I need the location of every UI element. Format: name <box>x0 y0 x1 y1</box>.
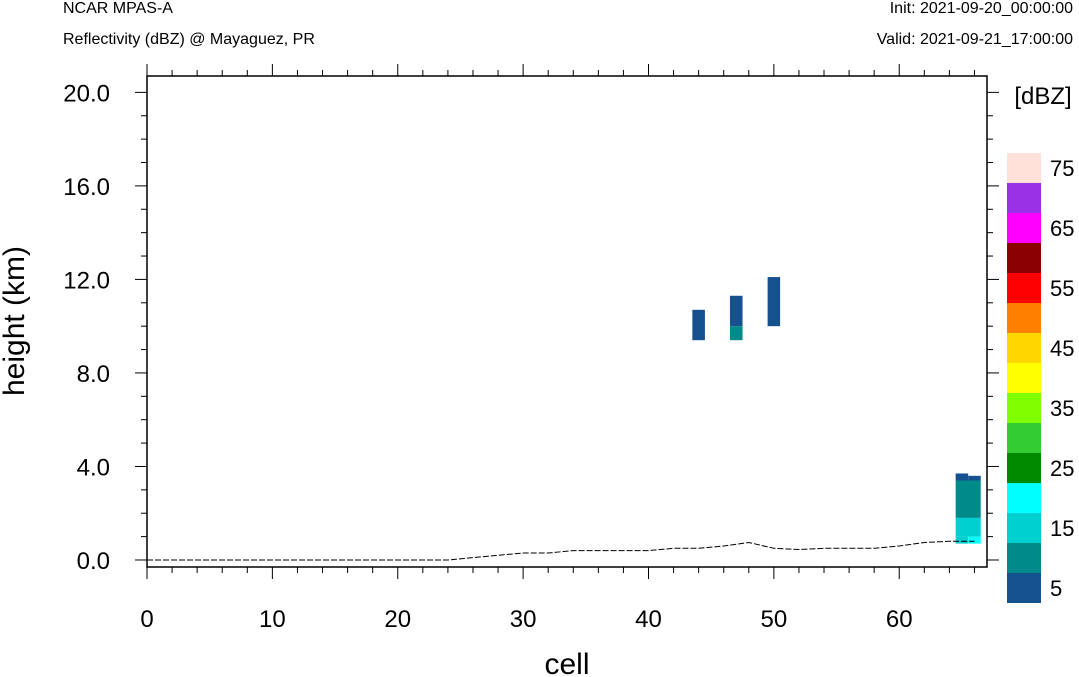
x-tick-label: 30 <box>510 606 537 633</box>
reflectivity-cell <box>729 326 743 341</box>
colorbar-label: 55 <box>1050 276 1074 301</box>
colorbar-swatch <box>1007 453 1041 483</box>
terrain-line <box>147 540 975 561</box>
axis-ticks <box>135 64 999 579</box>
colorbar: 5 15 25 35 45 55 65 75 <box>1007 153 1074 603</box>
y-tick-label: 4.0 <box>77 454 110 481</box>
colorbar-swatch <box>1007 333 1041 363</box>
reflectivity-cell <box>955 473 969 481</box>
reflectivity-cell <box>955 480 981 518</box>
colorbar-label: 15 <box>1050 516 1074 541</box>
y-tick-label: 12.0 <box>63 267 110 294</box>
y-tick-label: 20.0 <box>63 80 110 107</box>
colorbar-swatch <box>1007 513 1041 543</box>
colorbar-swatch <box>1007 183 1041 213</box>
y-tick-label: 16.0 <box>63 174 110 201</box>
x-tick-label: 60 <box>886 606 913 633</box>
colorbar-swatch <box>1007 423 1041 453</box>
x-axis-label: cell <box>544 648 589 677</box>
reflectivity-cell <box>968 475 981 481</box>
colorbar-swatch <box>1007 243 1041 273</box>
model-title: NCAR MPAS-A <box>63 0 173 17</box>
colorbar-swatch <box>1007 393 1041 423</box>
y-tick-labels: 0.0 4.0 8.0 12.0 16.0 20.0 <box>63 80 110 575</box>
terrain-layer <box>147 540 975 561</box>
colorbar-swatch <box>1007 363 1041 393</box>
colorbar-label: 65 <box>1050 216 1074 241</box>
x-tick-label: 0 <box>140 606 153 633</box>
colorbar-swatch <box>1007 213 1041 243</box>
y-tick-label: 0.0 <box>77 548 110 575</box>
reflectivity-cell <box>955 536 969 544</box>
reflectivity-cell <box>729 295 743 327</box>
reflectivity-cell <box>692 309 705 341</box>
colorbar-label: 5 <box>1050 576 1062 601</box>
colorbar-swatch <box>1007 153 1041 183</box>
colorbar-swatch <box>1007 303 1041 333</box>
colorbar-swatch <box>1007 273 1041 303</box>
plot-frame <box>146 75 988 568</box>
variable-subtitle: Reflectivity (dBZ) @ Mayaguez, PR <box>63 31 315 48</box>
reflectivity-cell <box>955 517 981 537</box>
x-tick-label: 50 <box>761 606 788 633</box>
reflectivity-cell <box>968 536 981 544</box>
colorbar-label: 45 <box>1050 336 1074 361</box>
colorbar-title: [dBZ] <box>1014 83 1071 110</box>
reflectivity-cells <box>692 277 981 544</box>
reflectivity-cell <box>767 277 781 327</box>
colorbar-swatch <box>1007 483 1041 513</box>
x-tick-label: 40 <box>635 606 662 633</box>
colorbar-label: 25 <box>1050 456 1074 481</box>
y-tick-label: 8.0 <box>77 361 110 388</box>
colorbar-swatch <box>1007 543 1041 573</box>
colorbar-label: 35 <box>1050 396 1074 421</box>
x-tick-label: 20 <box>384 606 411 633</box>
y-axis-label: height (km) <box>0 246 31 396</box>
init-time: Init: 2021-09-20_00:00:00 <box>889 0 1073 17</box>
colorbar-label: 75 <box>1050 156 1074 181</box>
colorbar-swatch <box>1007 573 1041 603</box>
valid-time: Valid: 2021-09-21_17:00:00 <box>876 31 1073 48</box>
x-tick-label: 10 <box>259 606 286 633</box>
x-tick-labels: 0 10 20 30 40 50 60 <box>140 606 912 633</box>
